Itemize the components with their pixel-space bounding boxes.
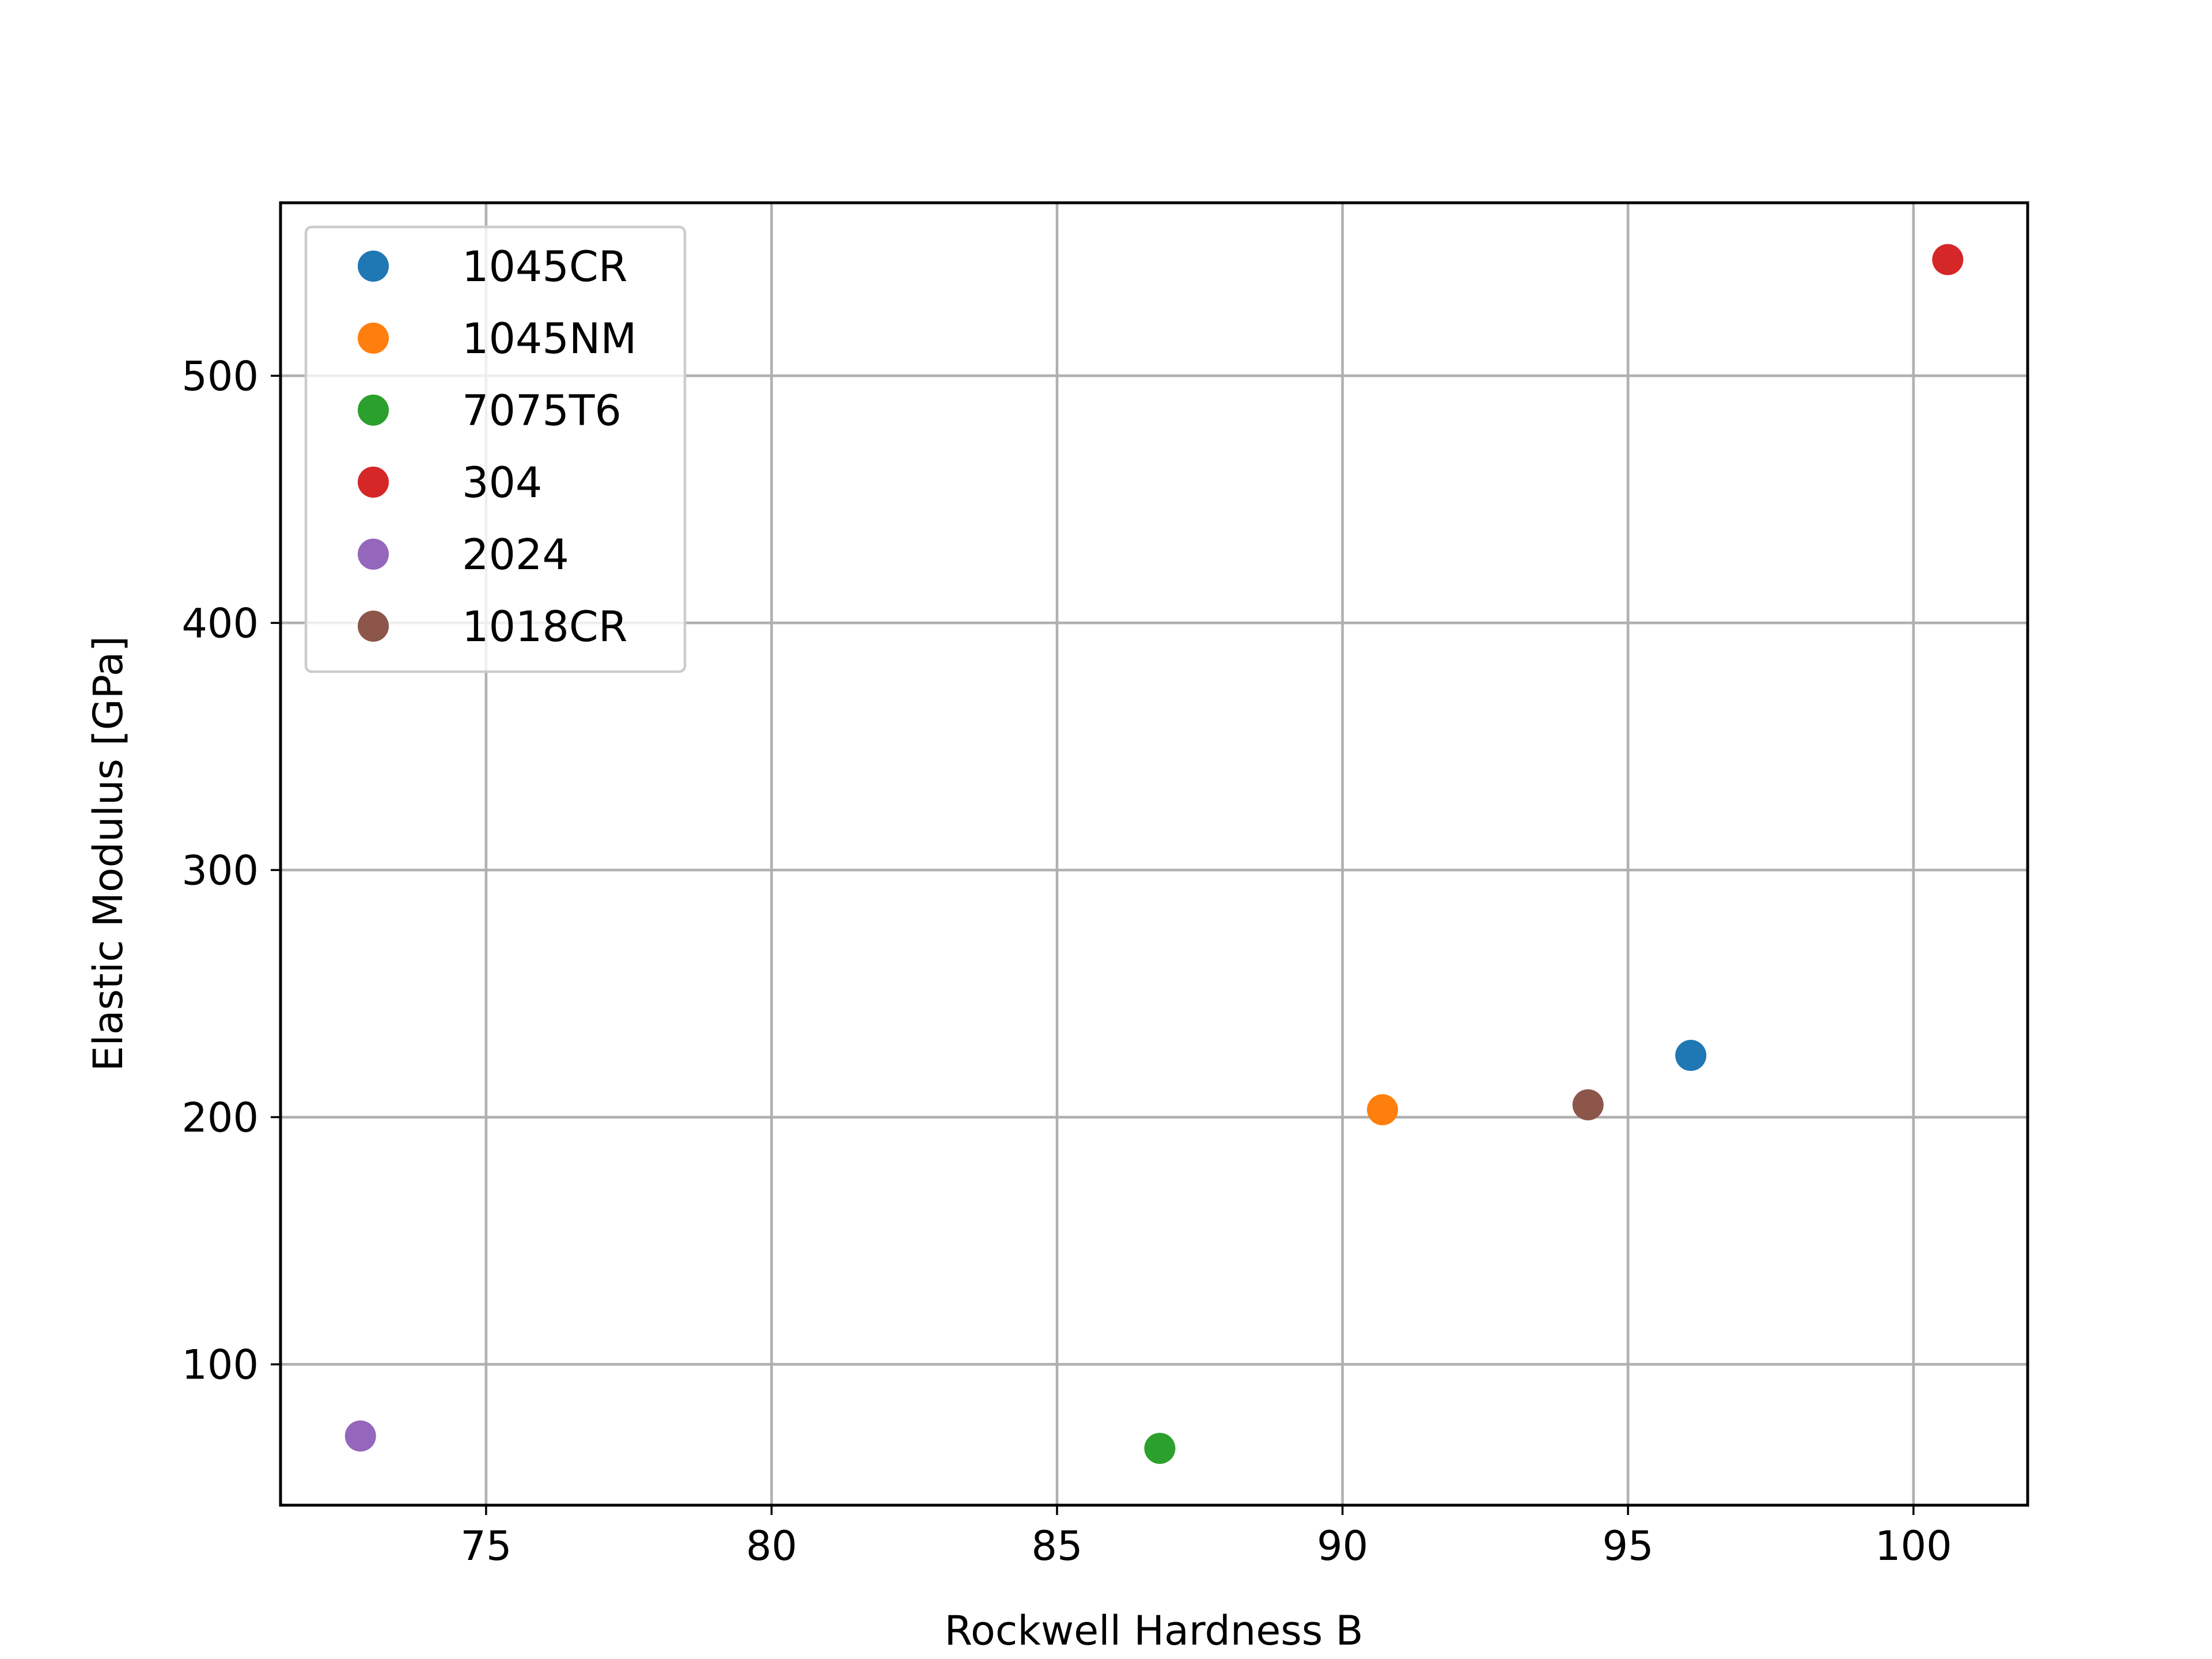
legend-marker (358, 251, 389, 282)
legend-marker (358, 395, 389, 426)
x-tick-label: 90 (1317, 1522, 1368, 1570)
data-point-304 (1932, 244, 1964, 275)
y-tick-label: 100 (181, 1341, 259, 1388)
y-axis-label: Elastic Modulus [GPa] (85, 636, 132, 1071)
x-tick-label: 95 (1603, 1522, 1654, 1570)
y-tick-label: 500 (181, 353, 259, 400)
data-points (344, 244, 1964, 1464)
data-point-2024 (344, 1420, 376, 1452)
legend-label: 2024 (462, 531, 569, 579)
x-axis-label: Rockwell Hardness B (945, 1607, 1363, 1654)
x-tick-label: 80 (746, 1522, 797, 1570)
x-tick-label: 100 (1875, 1522, 1952, 1570)
data-point-7075t6 (1144, 1433, 1176, 1464)
legend-label: 1018CR (462, 603, 627, 652)
legend-label: 7075T6 (462, 387, 622, 435)
y-tick-label: 200 (181, 1094, 259, 1141)
plot-frame (279, 201, 2029, 1507)
legend-label: 1045NM (462, 315, 637, 363)
data-point-1045nm (1366, 1094, 1398, 1126)
x-tick-label: 75 (460, 1522, 512, 1570)
x-tick-label: 85 (1031, 1522, 1082, 1570)
grid (281, 203, 2028, 1505)
y-tick-label: 300 (181, 847, 259, 894)
legend-marker (358, 611, 389, 642)
y-tick-label: 400 (181, 600, 259, 647)
legend: 1045CR 1045NM 7075T6 304 2024 1018CR (304, 225, 687, 673)
legend-marker (358, 323, 389, 354)
data-point-1045cr (1675, 1040, 1707, 1071)
legend-frame (304, 225, 687, 673)
legend-label: 1045CR (462, 243, 627, 291)
legend-marker (358, 467, 389, 498)
axis-ticks: 75 80 85 90 95 100 100 200 300 400 500 (181, 353, 1952, 1570)
legend-label: 304 (462, 459, 542, 507)
legend-marker (358, 539, 389, 570)
data-point-1018cr (1572, 1089, 1604, 1120)
